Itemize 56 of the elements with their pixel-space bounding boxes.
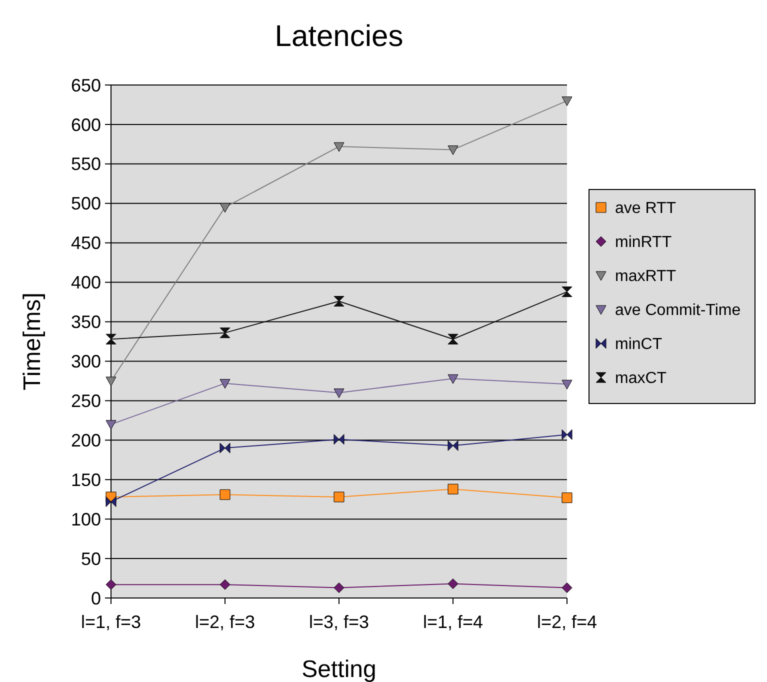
- point: [220, 579, 230, 590]
- point: [448, 578, 458, 590]
- y-tick-label: 350: [70, 312, 101, 332]
- point: [220, 489, 230, 500]
- point: [448, 374, 458, 384]
- legend-label: minRTT: [615, 234, 672, 252]
- y-tick-label: 150: [70, 470, 101, 490]
- point: [448, 440, 458, 451]
- point: [334, 582, 344, 593]
- legend-label: maxRTT: [615, 268, 676, 286]
- y-tick-label: 100: [70, 509, 101, 530]
- point: [334, 388, 344, 398]
- point: [562, 492, 572, 504]
- y-tick-label: 300: [70, 352, 101, 372]
- point: [448, 145, 458, 155]
- y-tick-label: 50: [80, 548, 101, 569]
- point: [562, 380, 572, 390]
- point: [220, 442, 230, 454]
- point: [106, 376, 116, 386]
- x-tick-label: l=2, f=4: [536, 612, 598, 632]
- x-tick-label: l=1, f=4: [422, 612, 484, 632]
- point: [106, 496, 116, 507]
- legend-label: maxCT: [615, 370, 667, 388]
- x-tick-label: l=1, f=3: [80, 612, 142, 632]
- point: [562, 96, 572, 106]
- point: [220, 328, 230, 338]
- y-axis-title: Time[ms]: [19, 292, 46, 390]
- point: [334, 142, 344, 152]
- point: [562, 582, 572, 593]
- point: [106, 420, 116, 430]
- point: [220, 379, 230, 389]
- legend-label: minCT: [615, 336, 662, 354]
- y-tick-label: 250: [70, 390, 101, 411]
- x-axis-title: Setting: [302, 656, 376, 682]
- y-tick-label: 550: [70, 154, 101, 174]
- legend-label: ave Commit-Time: [615, 302, 741, 320]
- chart-title: Latencies: [274, 20, 404, 53]
- point: [334, 492, 344, 502]
- point: [220, 203, 230, 213]
- y-tick-label: 600: [70, 114, 101, 135]
- point: [334, 434, 344, 445]
- y-tick-label: 200: [70, 430, 101, 450]
- y-tick-label: 0: [90, 588, 101, 608]
- point: [448, 334, 458, 344]
- point: [448, 484, 458, 494]
- y-tick-label: 500: [70, 194, 101, 214]
- y-tick-label: 450: [70, 233, 101, 254]
- point: [562, 429, 572, 440]
- y-tick-label: 400: [70, 272, 101, 293]
- legend-label: ave RTT: [615, 200, 676, 218]
- point: [562, 286, 572, 298]
- x-tick-label: l=3, f=3: [308, 612, 370, 632]
- x-tick-label: l=2, f=3: [194, 612, 256, 632]
- point: [106, 579, 116, 590]
- y-tick-label: 650: [70, 75, 101, 96]
- point: [334, 296, 344, 306]
